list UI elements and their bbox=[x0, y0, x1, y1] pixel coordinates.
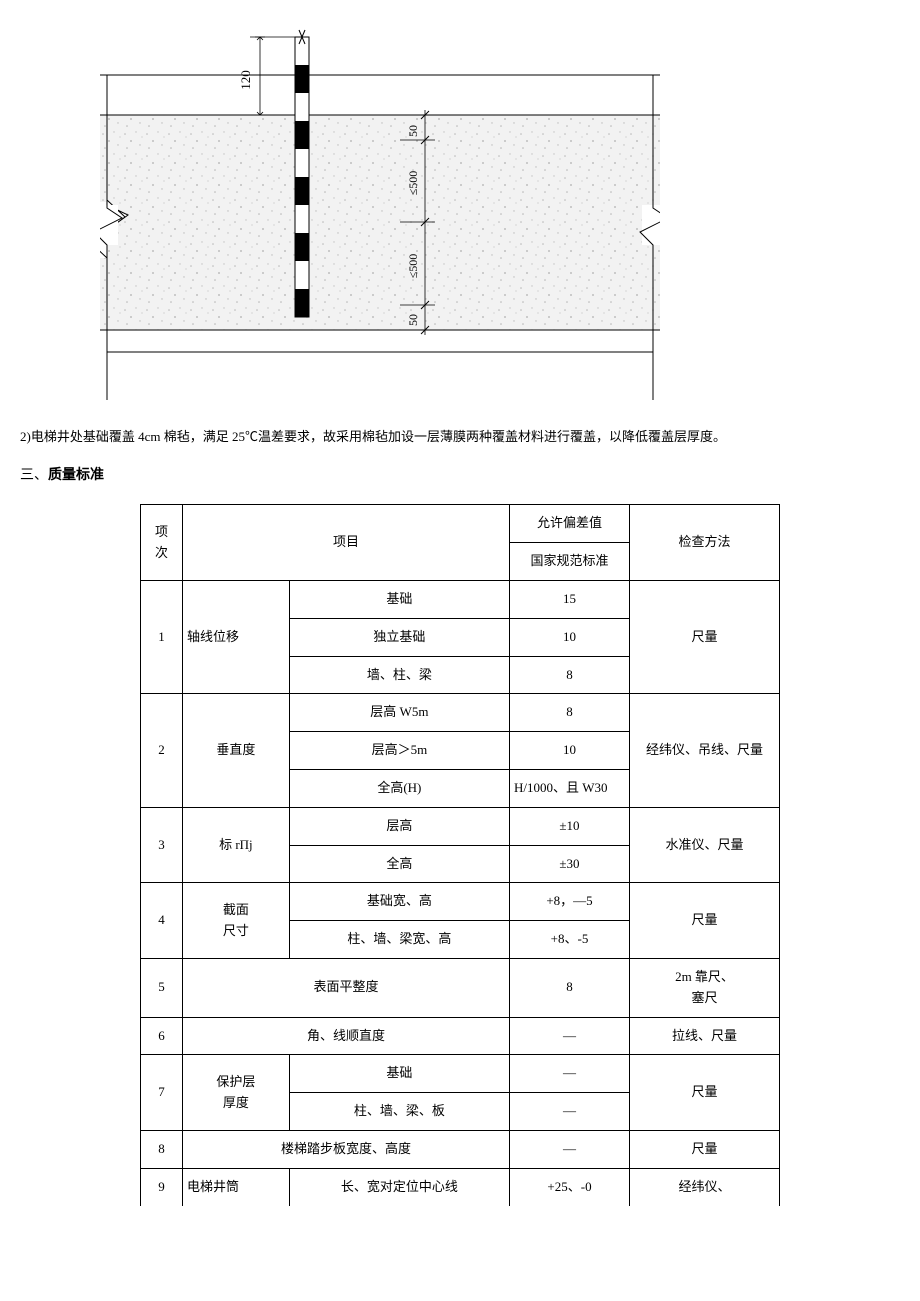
cell-val: 10 bbox=[510, 618, 630, 656]
cell-sub: 柱、墙、梁、板 bbox=[289, 1093, 509, 1131]
cell-sub: 层高 bbox=[289, 807, 509, 845]
cell-val: H/1000、且 W30 bbox=[510, 769, 630, 807]
dim-120-label: 120 bbox=[238, 70, 253, 90]
cell-sub: 全高 bbox=[289, 845, 509, 883]
heading-3: 三、质量标准 bbox=[20, 464, 900, 484]
heading-3-prefix: 三、 bbox=[20, 468, 48, 483]
cell-cat: 轴线位移 bbox=[183, 580, 290, 693]
heading-3-title: 质量标准 bbox=[48, 468, 104, 483]
cell-idx: 7 bbox=[141, 1055, 183, 1131]
cell-val: — bbox=[510, 1093, 630, 1131]
cell-idx: 3 bbox=[141, 807, 183, 883]
cell-sub: 长、宽对定位中心线 bbox=[289, 1168, 509, 1205]
section-diagram: 120 50 ≤500 ≤500 50 bbox=[100, 20, 900, 405]
cell-val: 8 bbox=[510, 656, 630, 694]
cell-idx: 1 bbox=[141, 580, 183, 693]
cell-method: 尺量 bbox=[630, 580, 780, 693]
cell-sub: 基础宽、高 bbox=[289, 883, 509, 921]
cell-val: +8、-5 bbox=[510, 921, 630, 959]
th-item: 项目 bbox=[183, 505, 510, 581]
cell-idx: 8 bbox=[141, 1130, 183, 1168]
cell-val: ±10 bbox=[510, 807, 630, 845]
cell-val: — bbox=[510, 1130, 630, 1168]
cell-cat: 垂直度 bbox=[183, 694, 290, 807]
cell-method: 尺量 bbox=[630, 1130, 780, 1168]
cell-sub: 墙、柱、梁 bbox=[289, 656, 509, 694]
cell-merged: 楼梯踏步板宽度、高度 bbox=[183, 1130, 510, 1168]
th-method: 检查方法 bbox=[630, 505, 780, 581]
th-index: 项 次 bbox=[141, 505, 183, 581]
th-value-sub: 国家规范标准 bbox=[510, 543, 630, 581]
cell-sub: 基础 bbox=[289, 580, 509, 618]
cell-val: — bbox=[510, 1017, 630, 1055]
cell-val: +25、-0 bbox=[510, 1168, 630, 1205]
cell-method: 水准仪、尺量 bbox=[630, 807, 780, 883]
cell-val: ±30 bbox=[510, 845, 630, 883]
cell-sub: 柱、墙、梁宽、高 bbox=[289, 921, 509, 959]
cell-sub: 全高(H) bbox=[289, 769, 509, 807]
cell-val: 10 bbox=[510, 732, 630, 770]
cell-sub: 独立基础 bbox=[289, 618, 509, 656]
cell-idx: 9 bbox=[141, 1168, 183, 1205]
ruler-icon bbox=[295, 37, 309, 317]
cell-method: 尺量 bbox=[630, 883, 780, 959]
cell-merged: 角、线顺直度 bbox=[183, 1017, 510, 1055]
paragraph-2: 2)电梯井处基础覆盖 4cm 棉毡，满足 25℃温差要求，故采用棉毡加设一层薄膜… bbox=[20, 425, 900, 448]
cell-idx: 6 bbox=[141, 1017, 183, 1055]
cell-val: +8，—5 bbox=[510, 883, 630, 921]
cell-sub: 层高＞5m bbox=[289, 732, 509, 770]
cell-method: 经纬仪、吊线、尺量 bbox=[630, 694, 780, 807]
dim-le500-upper: ≤500 bbox=[406, 171, 420, 196]
cell-method: 拉线、尺量 bbox=[630, 1017, 780, 1055]
th-value-top: 允许偏差值 bbox=[510, 505, 630, 543]
cell-cat: 电梯井筒 bbox=[183, 1168, 290, 1205]
cell-val: 15 bbox=[510, 580, 630, 618]
cell-method: 尺量 bbox=[630, 1055, 780, 1131]
cell-val: 8 bbox=[510, 694, 630, 732]
cell-method: 2m 靠尺、 塞尺 bbox=[630, 958, 780, 1017]
cell-cat: 保护层 厚度 bbox=[183, 1055, 290, 1131]
cell-val: — bbox=[510, 1055, 630, 1093]
dim-le500-lower: ≤500 bbox=[406, 254, 420, 279]
cell-idx: 5 bbox=[141, 958, 183, 1017]
cell-cat: 截面 尺寸 bbox=[183, 883, 290, 959]
cell-merged: 表面平整度 bbox=[183, 958, 510, 1017]
cell-method: 经纬仪、 bbox=[630, 1168, 780, 1205]
cell-sub: 层高 W5m bbox=[289, 694, 509, 732]
quality-standard-table: 项 次 项目 允许偏差值 检查方法 国家规范标准 1 轴线位移 基础 15 尺量… bbox=[140, 504, 780, 1205]
cell-sub: 基础 bbox=[289, 1055, 509, 1093]
cell-idx: 2 bbox=[141, 694, 183, 807]
cell-idx: 4 bbox=[141, 883, 183, 959]
cell-cat: 标 rΠj bbox=[183, 807, 290, 883]
dim-50-bottom: 50 bbox=[406, 314, 420, 326]
dim-50-top: 50 bbox=[406, 125, 420, 137]
cell-val: 8 bbox=[510, 958, 630, 1017]
